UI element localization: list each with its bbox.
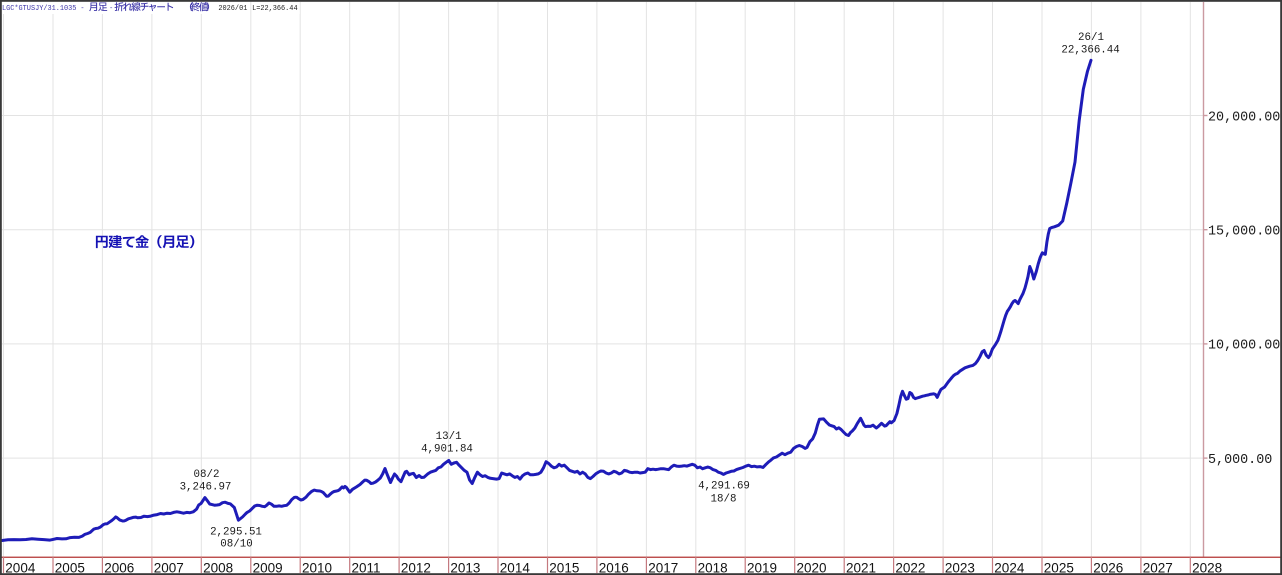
svg-text:2004: 2004 xyxy=(5,560,36,575)
svg-text:10,000.00: 10,000.00 xyxy=(1208,339,1280,354)
svg-text:2027: 2027 xyxy=(1143,560,1173,575)
svg-text:2008: 2008 xyxy=(203,560,233,575)
svg-text:5,000.00: 5,000.00 xyxy=(1208,453,1272,468)
svg-text:2017: 2017 xyxy=(648,560,678,575)
svg-text:22,366.44: 22,366.44 xyxy=(1061,44,1119,56)
svg-text:18/8: 18/8 xyxy=(711,494,737,506)
svg-text:2020: 2020 xyxy=(797,560,827,575)
svg-text:2018: 2018 xyxy=(698,560,728,575)
svg-text:08/10: 08/10 xyxy=(220,539,252,551)
svg-text:2021: 2021 xyxy=(846,560,876,575)
svg-text:LGC*GTUSJY/31.1035: LGC*GTUSJY/31.1035 xyxy=(2,5,76,13)
svg-text:2010: 2010 xyxy=(302,560,332,575)
svg-text:2025: 2025 xyxy=(1044,560,1074,575)
svg-text:2028: 2028 xyxy=(1192,560,1222,575)
svg-text:2015: 2015 xyxy=(549,560,579,575)
svg-text:2005: 2005 xyxy=(55,560,85,575)
svg-text:2011: 2011 xyxy=(352,560,381,575)
svg-text:2019: 2019 xyxy=(747,560,777,575)
svg-text:20,000.00: 20,000.00 xyxy=(1208,110,1280,125)
svg-text:2012: 2012 xyxy=(401,560,431,575)
svg-text:2,295.51: 2,295.51 xyxy=(210,527,262,539)
svg-text:3,246.97: 3,246.97 xyxy=(180,482,232,494)
svg-text:2009: 2009 xyxy=(253,560,283,575)
svg-text:2023: 2023 xyxy=(945,560,975,575)
svg-text:2026: 2026 xyxy=(1093,560,1123,575)
svg-text:4,901.84: 4,901.84 xyxy=(421,444,473,456)
svg-text:2026/01: 2026/01 xyxy=(218,5,247,13)
svg-text:-: - xyxy=(80,5,84,13)
svg-text:08/2: 08/2 xyxy=(194,469,220,481)
svg-text:2024: 2024 xyxy=(994,560,1025,575)
svg-text:-: - xyxy=(109,5,113,13)
svg-text:2016: 2016 xyxy=(599,560,629,575)
svg-text:2007: 2007 xyxy=(154,560,184,575)
svg-text:13/1: 13/1 xyxy=(436,431,462,443)
svg-text:2013: 2013 xyxy=(450,560,480,575)
svg-text:2022: 2022 xyxy=(895,560,925,575)
svg-text:2006: 2006 xyxy=(104,560,134,575)
svg-text:4,291.69: 4,291.69 xyxy=(698,481,750,493)
svg-text:26/1: 26/1 xyxy=(1078,32,1104,44)
svg-text:L=22,366.44: L=22,366.44 xyxy=(252,5,298,13)
svg-text:15,000.00: 15,000.00 xyxy=(1208,225,1280,240)
svg-text:2014: 2014 xyxy=(500,560,531,575)
